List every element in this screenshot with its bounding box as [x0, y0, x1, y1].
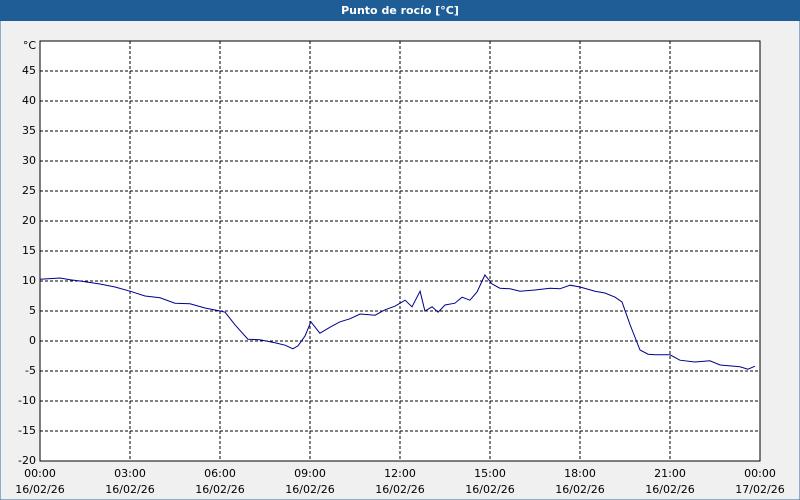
y-tick-label: -10: [18, 394, 36, 407]
x-tick-label: 06:00: [204, 467, 236, 480]
y-tick-label: 35: [22, 124, 36, 137]
y-tick-label: -5: [25, 364, 36, 377]
y-tick-label: 25: [22, 184, 36, 197]
y-tick-label: 45: [22, 64, 36, 77]
chart-title: Punto de rocío [°C]: [341, 4, 459, 17]
y-tick-label: 15: [22, 244, 36, 257]
y-tick-label: 0: [29, 334, 36, 347]
x-tick-date: 16/02/26: [375, 483, 424, 496]
data-line: [39, 274, 756, 370]
x-tick-label: 18:00: [564, 467, 596, 480]
x-tick-label: 00:00: [744, 467, 776, 480]
x-tick-label: 00:00: [24, 467, 56, 480]
x-tick-date: 16/02/26: [15, 483, 64, 496]
title-bar: [0, 0, 800, 21]
x-tick-label: 03:00: [114, 467, 146, 480]
x-tick-date: 16/02/26: [555, 483, 604, 496]
x-tick-label: 15:00: [474, 467, 506, 480]
x-tick-label: 09:00: [294, 467, 326, 480]
y-tick-label: 10: [22, 274, 36, 287]
y-unit: °C: [23, 39, 37, 52]
x-tick-date: 16/02/26: [645, 483, 694, 496]
y-tick-label: 20: [22, 214, 36, 227]
y-tick-label: 30: [22, 154, 36, 167]
x-tick-date: 16/02/26: [465, 483, 514, 496]
y-tick-label: -20: [18, 454, 36, 467]
x-tick-date: 16/02/26: [105, 483, 154, 496]
x-tick-date: 16/02/26: [195, 483, 244, 496]
x-tick-date: 16/02/26: [285, 483, 334, 496]
y-tick-label: -15: [18, 424, 36, 437]
x-tick-label: 12:00: [384, 467, 416, 480]
x-tick-label: 21:00: [654, 467, 686, 480]
y-tick-label: 40: [22, 94, 36, 107]
y-tick-label: 5: [29, 304, 36, 317]
x-tick-date: 17/02/26: [735, 483, 784, 496]
